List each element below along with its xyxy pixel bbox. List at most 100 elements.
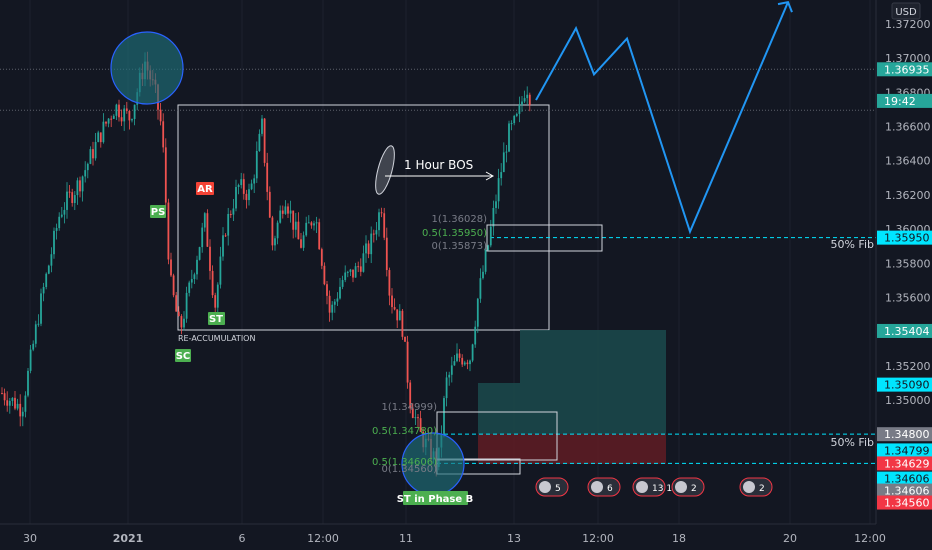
candle	[383, 207, 386, 241]
time-tick: 12:00	[582, 532, 614, 545]
candle	[349, 268, 352, 276]
candle	[203, 212, 206, 232]
price-tick: 1.35600	[885, 291, 931, 304]
candle	[469, 359, 471, 372]
candle	[510, 120, 513, 131]
candle	[513, 114, 516, 126]
candle	[292, 210, 295, 239]
price-tick: 1.35200	[885, 360, 931, 373]
candle	[1, 387, 3, 395]
candle	[89, 146, 92, 165]
candle	[211, 265, 214, 299]
price-tick: 1.35800	[885, 257, 931, 270]
candle	[180, 314, 183, 335]
fib-50-right-bottom: 50% Fib	[830, 436, 874, 449]
currency-label: USD	[895, 7, 917, 18]
price-tick: 1.37000	[885, 52, 931, 65]
candle	[450, 356, 453, 383]
candle	[245, 189, 248, 209]
price-tag: 1.34560	[877, 495, 932, 510]
candle	[159, 103, 162, 126]
candle	[24, 391, 27, 418]
candle	[289, 200, 292, 223]
candle	[227, 207, 230, 246]
candle	[120, 109, 123, 127]
time-tick: 20	[783, 532, 797, 545]
projection-arrowhead	[777, 0, 793, 13]
event-badges[interactable]: 5 6 13 12 2 2	[535, 477, 773, 497]
fib-upper[interactable]	[486, 224, 603, 252]
price-tag: 1.35950	[877, 230, 932, 245]
candle	[466, 359, 469, 370]
candle	[253, 174, 256, 193]
dashed-price-lines	[0, 68, 876, 464]
time-tick: 18	[672, 532, 686, 545]
top-highlight-circle	[110, 31, 184, 105]
time-tick: 2021	[113, 532, 144, 545]
reaccumulation-label: RE-ACCUMULATION	[178, 334, 255, 343]
price-tag-text: 1.34629	[884, 457, 930, 470]
candle	[263, 118, 266, 167]
candle	[331, 301, 334, 321]
candle	[484, 244, 487, 275]
candle	[185, 286, 188, 323]
candle	[375, 221, 378, 241]
price-tick: 1.36400	[885, 155, 931, 168]
st-label: ST	[209, 314, 223, 325]
candle	[344, 265, 347, 283]
candle	[495, 194, 497, 214]
candle	[471, 343, 474, 363]
candle	[497, 168, 500, 209]
candle	[196, 255, 198, 280]
price-tick: 1.36200	[885, 189, 931, 202]
candle	[11, 397, 14, 407]
candle	[448, 371, 451, 386]
candle	[84, 161, 87, 183]
candle	[16, 398, 19, 411]
candle	[92, 141, 94, 166]
long-position-tool[interactable]	[478, 330, 666, 464]
candle	[515, 112, 518, 118]
candle	[393, 298, 396, 311]
candle	[362, 245, 365, 273]
candle	[266, 152, 269, 201]
candle	[310, 221, 313, 229]
ar-label-bg	[196, 182, 214, 195]
price-tag-text: 1.35950	[884, 232, 930, 245]
price-tag: 1.36935	[877, 62, 932, 77]
candle	[521, 96, 523, 112]
candle	[417, 414, 419, 428]
candle	[372, 229, 375, 243]
candle	[274, 235, 276, 251]
candle	[523, 90, 526, 104]
candle	[476, 297, 479, 333]
price-tag: 1.34629	[877, 456, 932, 471]
price-axis[interactable]: USD 1.372001.370001.368001.366001.364001…	[875, 0, 932, 524]
fib-upper-1: 1(1.36028)	[431, 214, 487, 225]
price-tick: 1.37200	[885, 18, 931, 31]
candle	[164, 138, 167, 210]
candle	[276, 220, 279, 245]
stop-zone	[520, 434, 666, 464]
time-axis[interactable]: 30 2021 6 12:00 11 13 12:00 18 20 12:00	[0, 523, 932, 550]
candle	[58, 212, 61, 231]
candle	[463, 360, 466, 366]
fib-50-right-top: 50% Fib	[830, 238, 874, 251]
candle	[118, 99, 120, 122]
candle	[404, 336, 406, 342]
candle	[307, 215, 310, 224]
candle	[188, 280, 191, 297]
candle	[81, 175, 84, 202]
candle	[232, 199, 235, 221]
candle	[76, 177, 79, 205]
candle	[367, 240, 370, 259]
event-count: 2	[759, 484, 765, 494]
candle	[79, 176, 81, 198]
candle	[112, 114, 115, 119]
candle	[42, 282, 45, 302]
candle	[305, 216, 308, 237]
projection-path[interactable]	[535, 0, 793, 235]
flag-icon	[591, 481, 603, 493]
candle	[222, 227, 224, 261]
